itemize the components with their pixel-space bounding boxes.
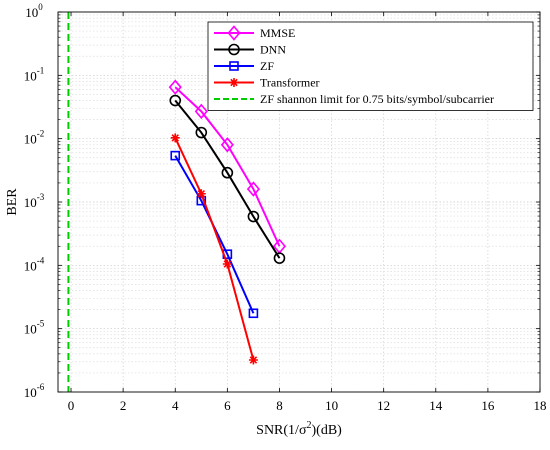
legend-box — [207, 21, 534, 111]
data-point — [248, 355, 258, 365]
series-line — [174, 137, 255, 361]
y-tick-label: 10-5 — [24, 319, 45, 337]
legend-entry: ZF shannon limit for 0.75 bits/symbol/su… — [214, 92, 494, 106]
data-point — [220, 137, 234, 153]
series-line — [174, 86, 281, 247]
data-point — [246, 181, 260, 197]
x-tick-label: 6 — [224, 398, 231, 413]
data-point — [170, 150, 181, 161]
series-line — [174, 99, 281, 259]
x-tick-label: 8 — [276, 398, 283, 413]
x-axis-title: SNR(1/σ2)(dB) — [256, 420, 342, 438]
data-point — [273, 252, 286, 264]
axis-layer: 0 2 4 6 8 10 12 14 16 18 10-6 10-5 10-4 10-3 10-2 10-1 1… — [24, 2, 547, 413]
y-tick-label: 10-4 — [24, 255, 45, 273]
x-tick-label: 16 — [481, 398, 495, 413]
legend-entry: DNN — [214, 43, 286, 57]
y-tick-label: 10-2 — [24, 129, 45, 147]
y-tick-label: 10-1 — [24, 65, 45, 83]
legend-entry: Transformer — [214, 76, 320, 90]
legend-entry: MMSE — [214, 25, 295, 41]
x-tick-label: 14 — [429, 398, 443, 413]
legend-entry: ZF — [214, 59, 274, 73]
x-tick-label: 4 — [172, 398, 179, 413]
series-mmse — [168, 79, 287, 255]
series-layer — [67, 12, 287, 392]
x-tick-label: 10 — [325, 398, 338, 413]
x-tick-label: 0 — [68, 398, 75, 413]
x-tick-label: 12 — [377, 398, 390, 413]
data-point — [221, 166, 234, 179]
data-point — [169, 94, 182, 107]
legend-marker — [229, 61, 239, 71]
data-point — [170, 133, 180, 143]
legend-label: ZF shannon limit for 0.75 bits/symbol/su… — [260, 92, 494, 106]
legend-label: ZF — [260, 59, 274, 73]
legend-label: Transformer — [260, 76, 320, 90]
y-tick-label: 100 — [25, 2, 43, 20]
legend-marker — [228, 43, 240, 56]
legend-marker — [229, 78, 239, 87]
legend-label: MMSE — [260, 26, 295, 40]
y-tick-label: 10-3 — [24, 192, 45, 210]
data-point — [222, 259, 232, 269]
data-point — [196, 189, 206, 199]
legend-label: DNN — [260, 43, 286, 57]
data-point — [247, 210, 260, 223]
legend: MMSE DNN ZF Transformer ZF shannon limit for… — [207, 21, 534, 111]
data-point — [168, 79, 182, 95]
x-tick-label: 18 — [534, 398, 547, 413]
y-axis-title: BER — [5, 188, 20, 216]
legend-marker — [227, 25, 241, 41]
y-tick-label: 10-6 — [24, 382, 45, 400]
data-point — [248, 308, 259, 319]
series-transformer — [170, 133, 258, 365]
x-tick-label: 2 — [120, 398, 127, 413]
data-point — [194, 103, 208, 120]
data-point — [195, 126, 208, 139]
series-dnn — [169, 94, 286, 264]
